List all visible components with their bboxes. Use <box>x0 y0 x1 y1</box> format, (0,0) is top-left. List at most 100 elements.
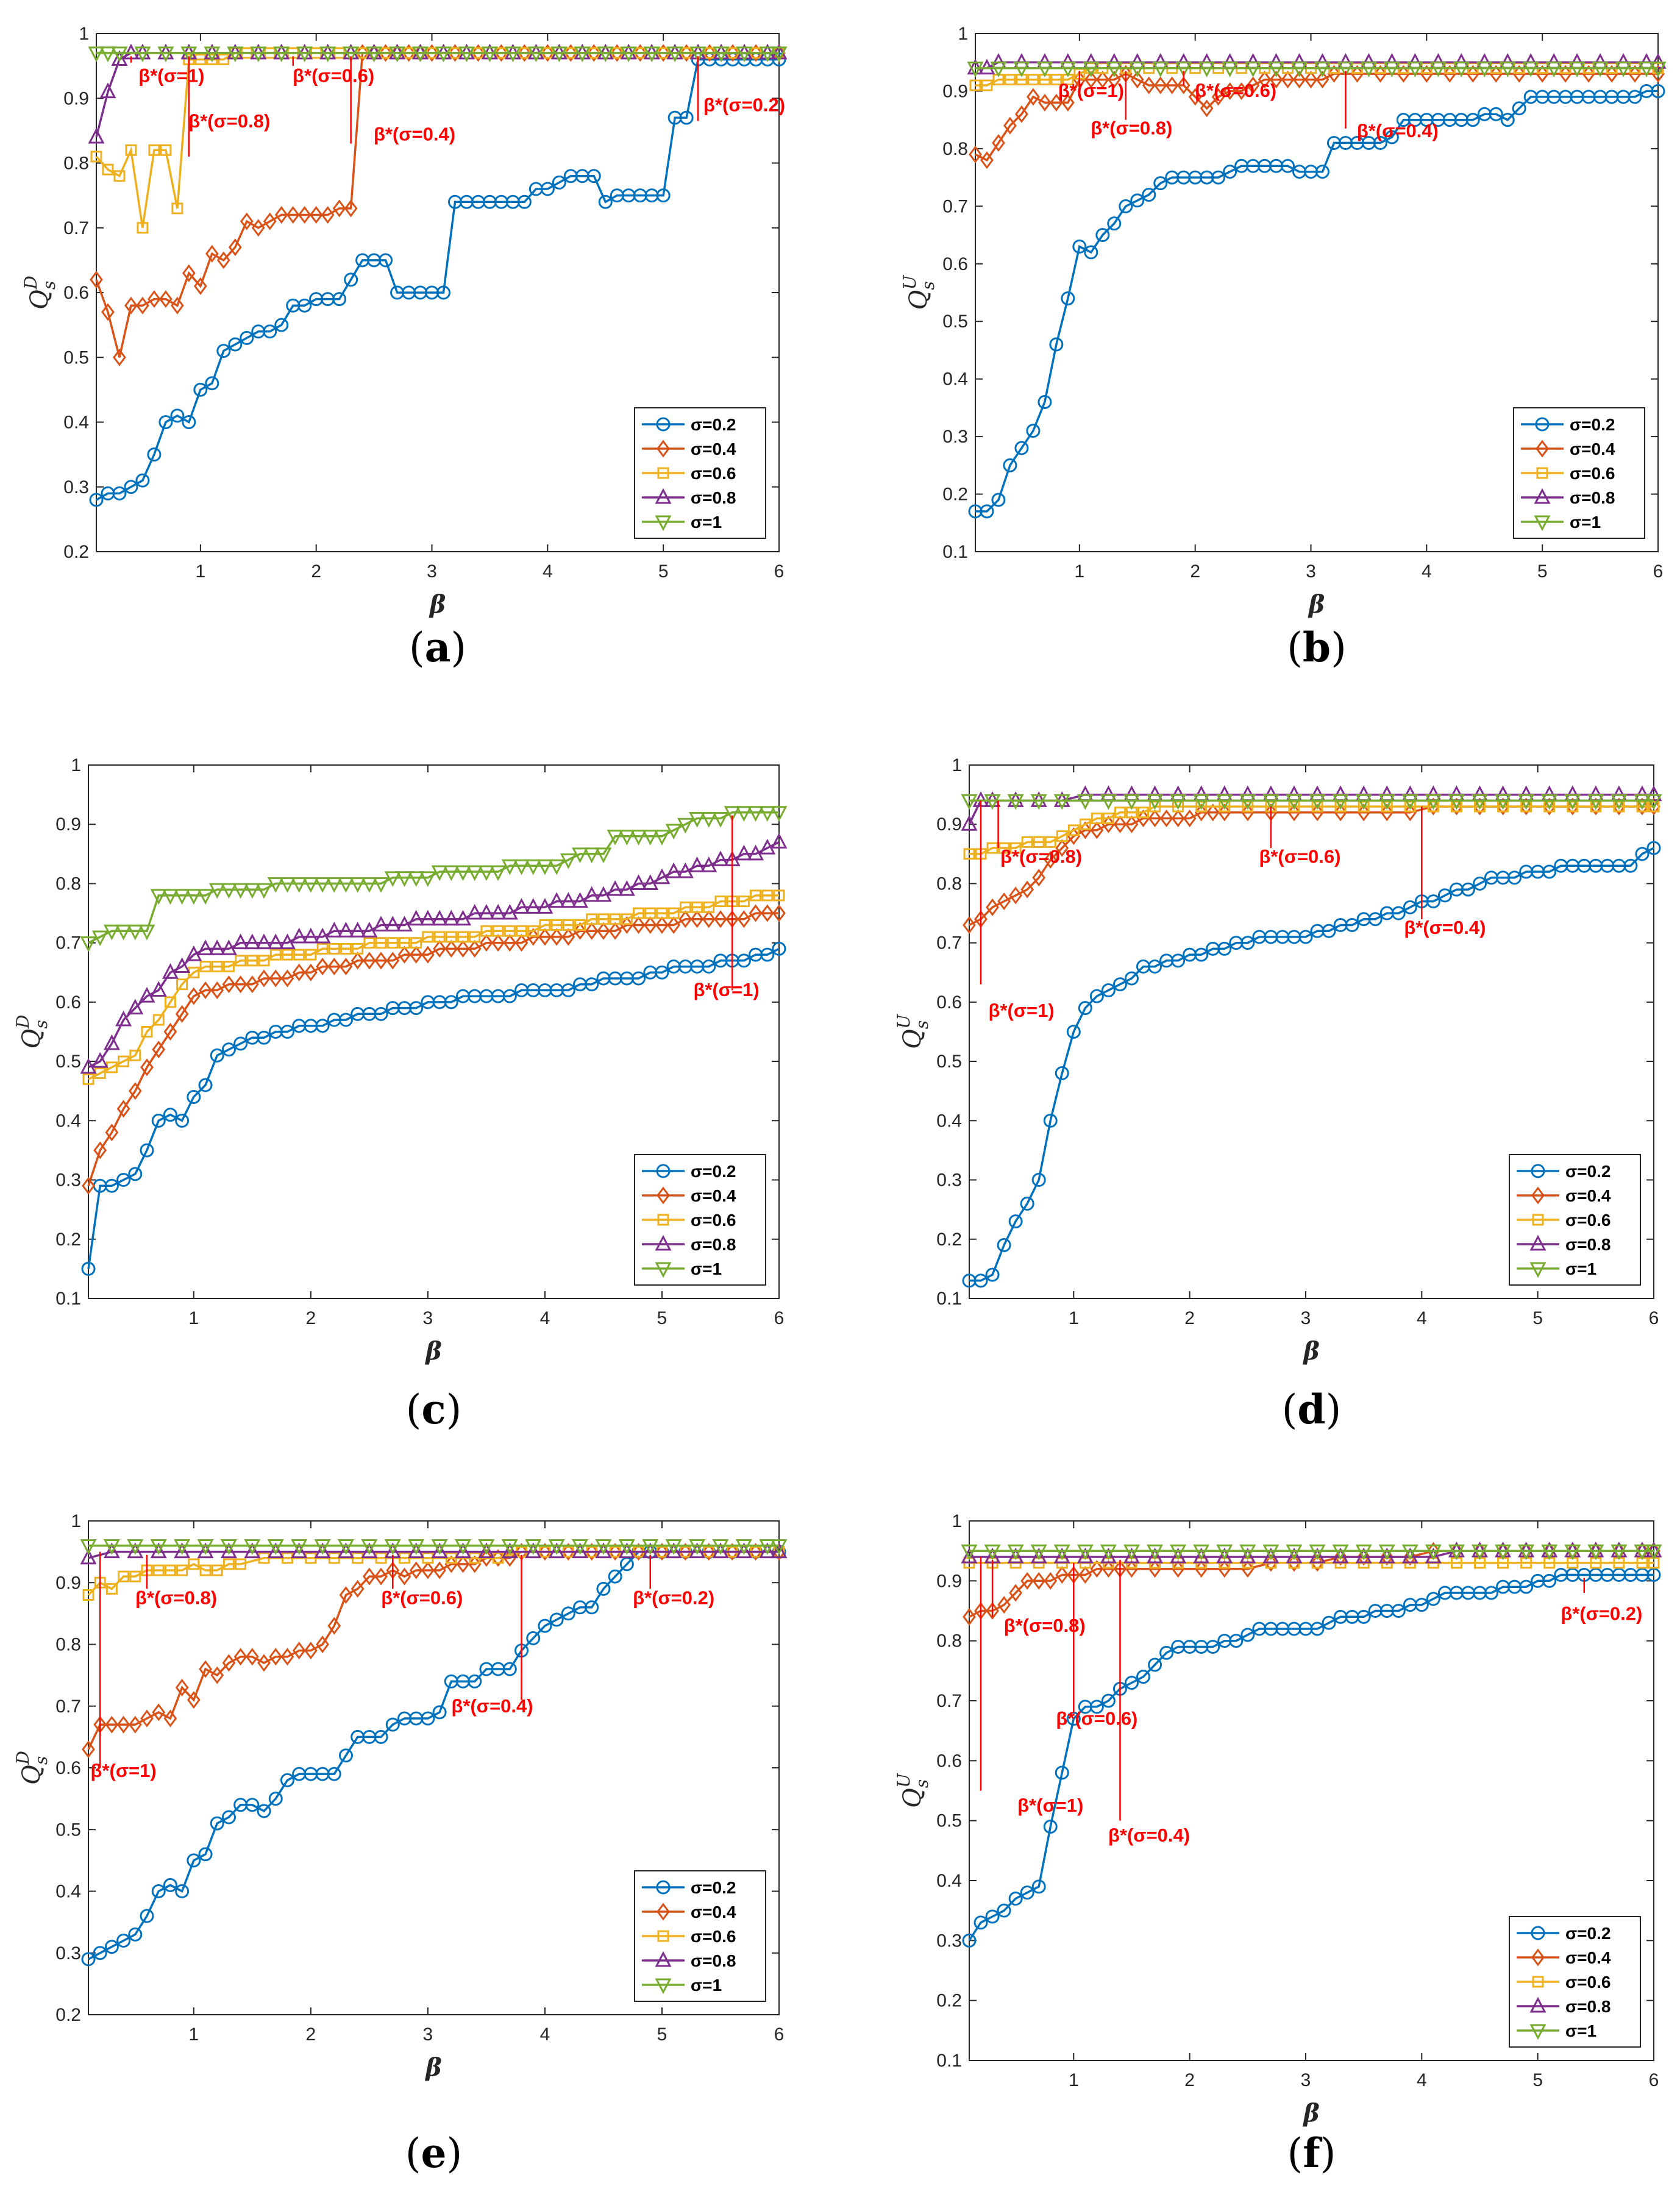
data-point <box>250 46 267 63</box>
data-point <box>291 927 308 944</box>
legend-item: σ=0.4 <box>642 1186 736 1205</box>
legend-item: σ=0.8 <box>1521 488 1615 507</box>
data-point <box>208 883 226 899</box>
data-point <box>228 238 242 257</box>
legend-label: σ=0.6 <box>691 1211 736 1230</box>
data-point <box>138 986 155 1003</box>
data-point <box>157 46 174 63</box>
data-point <box>998 842 1010 854</box>
data-point <box>1077 1547 1094 1564</box>
data-point <box>332 292 347 307</box>
legend-item: σ=0.6 <box>642 1211 736 1230</box>
data-point <box>985 1267 1000 1282</box>
data-point <box>116 1934 131 1948</box>
annotation-label: β*(σ=0.2) <box>633 1587 714 1609</box>
legend-marker <box>1529 2024 1547 2040</box>
data-point <box>269 1648 283 1666</box>
data-point <box>135 473 150 488</box>
data-point <box>1450 797 1464 816</box>
data-point <box>621 913 633 925</box>
data-point <box>1373 135 1387 150</box>
chart-panel-f: 1 2 3 4 5 60.10.20.30.40.50.60.70.80.91βQsUβ*… <box>894 1511 1662 2177</box>
data-point <box>517 194 532 209</box>
data-point <box>1107 216 1122 231</box>
legend-item: σ=0.8 <box>1517 1234 1611 1254</box>
data-point <box>1234 82 1248 100</box>
data-point <box>1147 1547 1164 1564</box>
annotation: β*(σ=0.2) <box>697 56 785 121</box>
legend-item: σ=0.8 <box>642 488 736 507</box>
data-point <box>1381 800 1393 813</box>
data-point <box>1345 918 1359 932</box>
data-point <box>351 1579 365 1598</box>
data-point <box>1217 941 1232 956</box>
data-point <box>150 889 167 905</box>
legend: σ=0.2 σ=0.4 σ=0.6 σ=0.8 σ=1 <box>1509 1916 1641 2048</box>
data-point <box>269 949 282 961</box>
data-point <box>1089 1700 1104 1714</box>
series-sigma_0.2 <box>968 84 1665 519</box>
data-point <box>665 862 682 878</box>
data-point <box>431 910 448 926</box>
data-point <box>656 188 671 203</box>
data-point <box>1651 65 1665 83</box>
annotation-label: β*(σ=1) <box>693 979 759 1000</box>
data-point <box>1286 1547 1303 1564</box>
data-point <box>204 46 221 63</box>
data-point <box>1286 1544 1303 1561</box>
data-point <box>103 1542 120 1559</box>
x-tick-label: 3 <box>1301 2070 1311 2090</box>
data-point <box>160 144 172 156</box>
data-point <box>148 144 160 156</box>
y-tick-label: 0.8 <box>55 874 81 894</box>
data-point <box>1403 803 1417 822</box>
data-point <box>961 794 978 810</box>
legend-marker <box>1536 440 1549 458</box>
data-point <box>538 928 552 946</box>
data-point <box>1240 1560 1255 1578</box>
data-point <box>1014 441 1029 455</box>
data-point <box>502 989 517 1003</box>
y-tick-label: 0.4 <box>936 1111 962 1131</box>
data-point <box>1357 1548 1371 1566</box>
legend: σ=0.2 σ=0.4 σ=0.6 σ=0.8 σ=1 <box>634 1870 766 2002</box>
data-point <box>667 907 680 919</box>
data-point <box>712 812 729 828</box>
data-point <box>597 922 610 940</box>
data-point <box>1590 800 1602 813</box>
data-point <box>124 296 138 315</box>
data-point <box>1123 794 1140 810</box>
series-sigma_0.2 <box>81 941 786 1276</box>
y-tick-label: 1 <box>71 1511 81 1531</box>
data-point <box>127 999 144 1015</box>
data-point <box>1246 76 1260 94</box>
annotation: β*(σ=0.8) <box>188 56 270 157</box>
y-tick-label: 0.9 <box>936 814 962 835</box>
y-tick-label: 0.2 <box>936 1230 962 1250</box>
data-point <box>1634 794 1651 810</box>
data-point <box>410 937 422 949</box>
data-point <box>1193 1544 1210 1561</box>
data-point <box>618 1539 635 1555</box>
legend-item: σ=1 <box>642 1976 722 1995</box>
y-tick-label: 0.3 <box>942 427 968 447</box>
data-point <box>712 1539 729 1555</box>
data-point <box>1589 797 1603 816</box>
data-point <box>1378 794 1395 810</box>
data-point <box>221 1042 236 1057</box>
data-point <box>182 264 196 282</box>
data-point <box>197 1542 214 1559</box>
x-tick-label: 2 <box>306 1308 316 1328</box>
data-point <box>409 1561 423 1579</box>
data-point <box>760 904 774 922</box>
data-point <box>680 44 694 62</box>
data-point <box>409 945 423 964</box>
data-point <box>176 978 188 991</box>
data-point <box>468 939 482 958</box>
y-tick-label: 0.4 <box>55 1882 81 1902</box>
data-point <box>1645 794 1662 810</box>
x-tick-label: 3 <box>423 2024 433 2045</box>
data-point <box>162 889 179 905</box>
data-point <box>444 1555 458 1573</box>
data-point <box>1077 794 1094 810</box>
